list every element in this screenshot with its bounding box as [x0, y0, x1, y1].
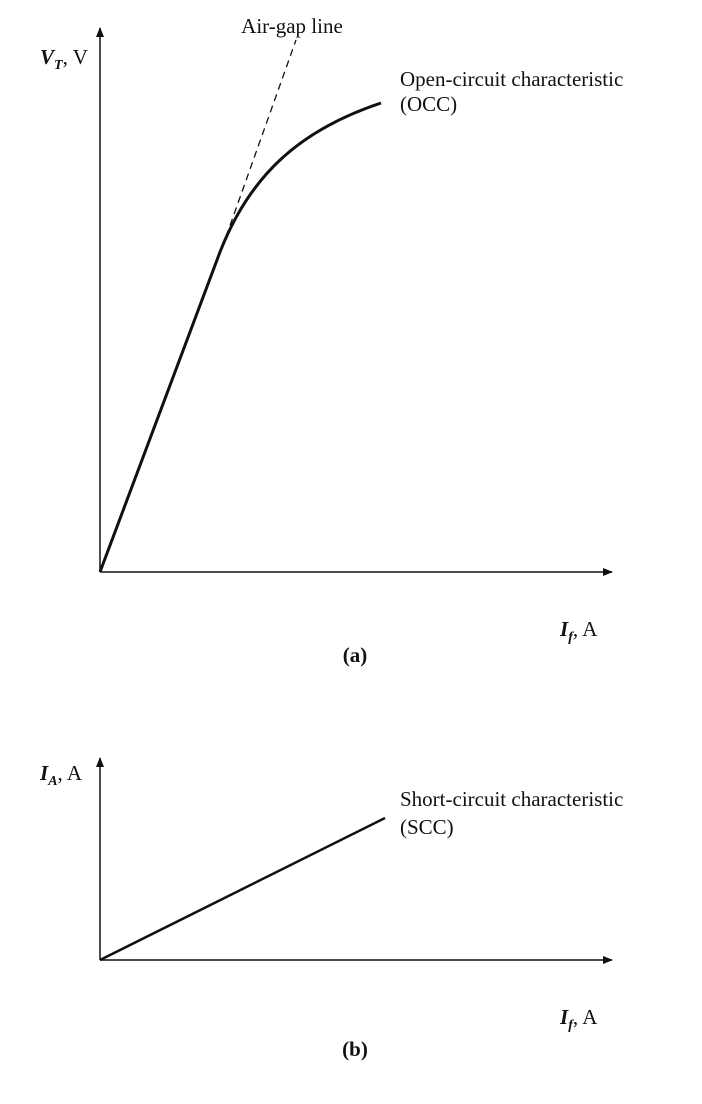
occ-curve	[98, 101, 382, 573]
x-axis-label: If, A	[559, 1005, 598, 1033]
panel-a: Air-gap line VT, V Open-circuit characte…	[40, 14, 623, 667]
curve-label: Open-circuit characteristic	[400, 67, 623, 91]
air-gap-line	[221, 39, 297, 249]
curve-label: (OCC)	[400, 92, 457, 116]
scc-line	[99, 816, 386, 962]
x-axis-label: If, A	[559, 617, 598, 645]
caption: (a)	[343, 643, 368, 667]
y-axis-label: IA, A	[39, 761, 83, 789]
annotation: Air-gap line	[241, 14, 343, 38]
y-axis-label: VT, V	[40, 45, 88, 73]
caption: (b)	[342, 1037, 368, 1061]
panel-b: IA, A Short-circuit characteristic (SCC)…	[39, 757, 623, 1061]
curve-label: Short-circuit characteristic	[400, 787, 623, 811]
curve-label: (SCC)	[400, 815, 454, 839]
